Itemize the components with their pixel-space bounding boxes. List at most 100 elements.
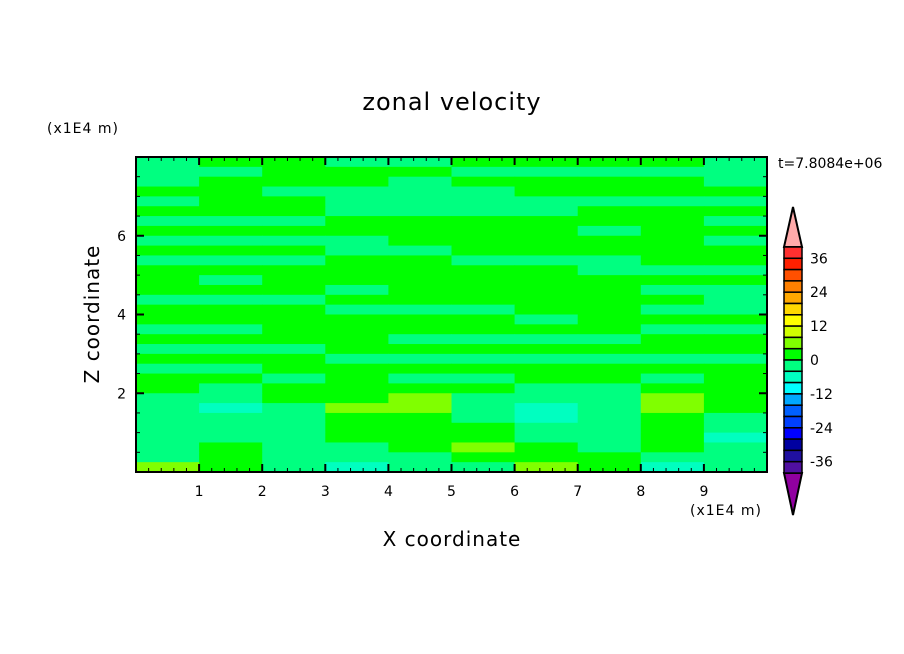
contour-cell — [451, 235, 516, 247]
contour-cell — [325, 225, 389, 237]
contour-cell — [262, 442, 326, 453]
contour-cell — [703, 324, 768, 335]
contour-cell — [325, 412, 389, 424]
contour-cell — [514, 373, 579, 384]
contour-cell — [703, 304, 768, 315]
contour-cell — [325, 324, 389, 335]
contour-cell — [577, 284, 642, 296]
contour-cell — [136, 363, 200, 375]
contour-cell — [640, 393, 705, 404]
contour-cell — [325, 196, 389, 207]
colorbar-box — [783, 268, 803, 282]
contour-cell — [577, 452, 642, 463]
x-tick-label: 5 — [447, 484, 456, 500]
contour-cell — [388, 353, 452, 365]
contour-cell — [199, 166, 263, 178]
contour-cell — [325, 462, 389, 473]
contour-cell — [199, 196, 263, 207]
contour-cell — [703, 196, 768, 207]
contour-cell — [640, 462, 705, 473]
contour-cell — [451, 442, 516, 453]
contour-cell — [136, 216, 200, 227]
contour-cell — [199, 422, 263, 434]
contour-cell — [451, 157, 516, 168]
contour-cell — [325, 373, 389, 384]
contour-cell — [451, 176, 516, 188]
contour-cell — [262, 412, 326, 424]
contour-cell — [577, 373, 642, 384]
contour-cell — [577, 314, 642, 325]
contour-cell — [577, 265, 642, 276]
contour-cell — [640, 235, 705, 247]
contour-cell — [703, 157, 768, 168]
contour-cell — [514, 235, 579, 247]
contour-cell — [199, 373, 263, 384]
contour-cell — [325, 344, 389, 355]
contour-cell — [262, 422, 326, 434]
contour-cell — [451, 334, 516, 345]
contour-cell — [262, 245, 326, 256]
contour-cell — [640, 314, 705, 325]
colorbar-box — [783, 460, 803, 474]
contour-cell — [136, 304, 200, 315]
contour-cell — [199, 294, 263, 306]
colorbar-label: -36 — [810, 455, 833, 471]
contour-cell — [640, 363, 705, 375]
contour-cell — [640, 265, 705, 276]
contour-cell — [325, 334, 389, 345]
contour-cell — [388, 275, 452, 286]
contour-cell — [640, 373, 705, 384]
contour-cell — [640, 255, 705, 266]
contour-cell — [451, 216, 516, 227]
contour-cell — [136, 186, 200, 197]
contour-cell — [577, 245, 642, 256]
contour-cell — [136, 432, 200, 443]
contour-cell — [136, 265, 200, 276]
contour-cell — [388, 334, 452, 345]
x-tick-label: 4 — [384, 484, 393, 500]
contour-cell — [136, 255, 200, 266]
contour-cell — [451, 363, 516, 375]
contour-cell — [136, 422, 200, 434]
contour-cell — [703, 265, 768, 276]
contour-cell — [262, 157, 326, 168]
contour-cell — [577, 422, 642, 434]
contour-cell — [199, 235, 263, 247]
contour-cell — [640, 383, 705, 394]
contour-cell — [262, 353, 326, 365]
contour-cell — [514, 284, 579, 296]
chart-title: zonal velocity — [362, 88, 542, 116]
contour-cell — [325, 275, 389, 286]
contour-cell — [136, 452, 200, 463]
contour-cell — [262, 225, 326, 237]
contour-cell — [640, 216, 705, 227]
contour-cell — [388, 157, 452, 168]
contour-cell — [640, 334, 705, 345]
contour-cell — [262, 452, 326, 463]
contour-cell — [514, 265, 579, 276]
contour-cell — [703, 422, 768, 434]
contour-cell — [703, 344, 768, 355]
contour-cell — [325, 403, 389, 414]
contour-cell — [514, 255, 579, 266]
contour-cell — [388, 363, 452, 375]
contour-cell — [388, 432, 452, 443]
contour-cell — [199, 393, 263, 404]
colorbar-box — [783, 246, 803, 260]
colorbar-box — [783, 381, 803, 395]
contour-cell — [136, 284, 200, 296]
contour-cell — [262, 324, 326, 335]
contour-cell — [577, 344, 642, 355]
contour-cell — [514, 344, 579, 355]
contour-cell — [703, 412, 768, 424]
contour-cell — [388, 373, 452, 384]
contour-cell — [451, 225, 516, 237]
contour-cell — [451, 255, 516, 266]
contour-cell — [577, 255, 642, 266]
contour-cell — [577, 206, 642, 217]
contour-cell — [640, 403, 705, 414]
contour-cell — [514, 176, 579, 188]
contour-cell — [325, 432, 389, 443]
contour-cell — [703, 176, 768, 188]
contour-cell — [325, 304, 389, 315]
